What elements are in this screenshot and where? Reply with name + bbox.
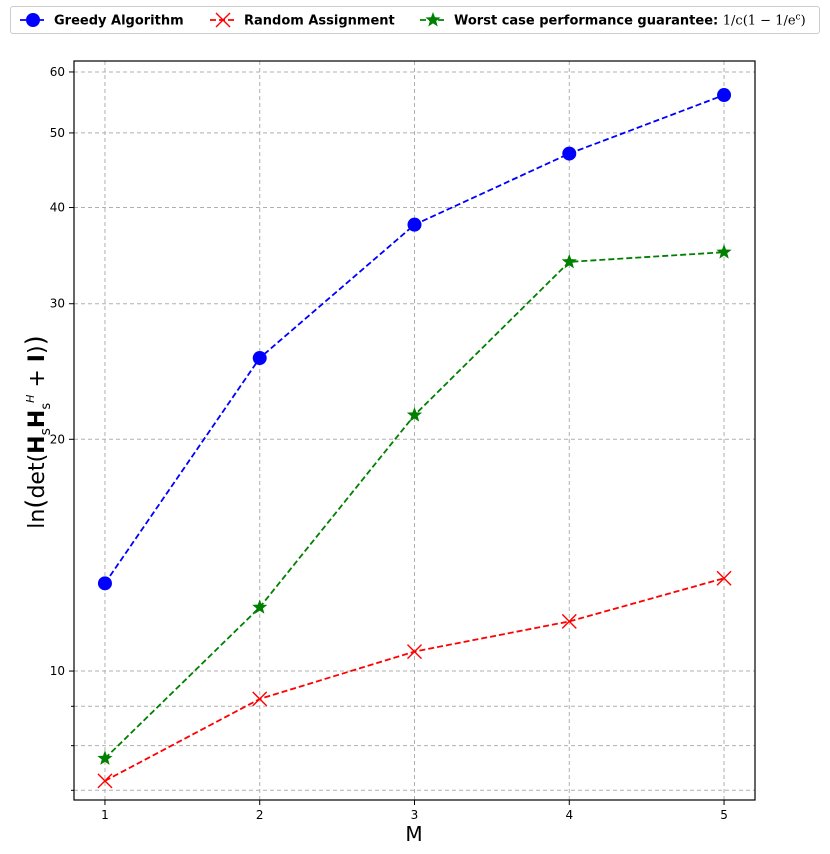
y-axis-label: ln(det(HsHsH + I)) bbox=[21, 335, 54, 529]
y-tick-label: 30 bbox=[50, 297, 65, 311]
y-tick-label: 40 bbox=[50, 201, 65, 215]
x-axis-label: M bbox=[405, 822, 422, 846]
legend-label: Greedy Algorithm bbox=[54, 14, 184, 29]
svg-text:ln(det(HsHsH + I)): ln(det(HsHsH + I)) bbox=[21, 335, 54, 529]
legend: Greedy Algorithm Random Assignment Worst c… bbox=[20, 12, 806, 29]
data-point bbox=[561, 613, 577, 629]
x-tick-label: 4 bbox=[565, 808, 573, 822]
series-group bbox=[97, 88, 732, 789]
legend-label: Worst case performance guarantee: 1/c(1 … bbox=[454, 13, 806, 29]
data-point bbox=[717, 88, 732, 103]
x-tick-label: 5 bbox=[720, 808, 728, 822]
series-2 bbox=[97, 244, 732, 765]
data-point bbox=[407, 644, 422, 660]
series-1 bbox=[97, 570, 732, 789]
x-tick-label: 1 bbox=[101, 808, 109, 822]
grid-lines bbox=[74, 61, 755, 800]
data-point bbox=[97, 750, 113, 765]
y-tick-label: 50 bbox=[50, 126, 65, 140]
data-point bbox=[407, 217, 422, 232]
data-point bbox=[425, 12, 441, 27]
data-point bbox=[716, 570, 732, 586]
y-tick-label: 10 bbox=[50, 664, 65, 678]
legend-entry-2: Worst case performance guarantee: 1/c(1 … bbox=[420, 12, 806, 29]
series-0 bbox=[97, 88, 732, 591]
data-point bbox=[716, 244, 732, 259]
legend-label: Random Assignment bbox=[244, 14, 395, 29]
data-point bbox=[561, 253, 577, 269]
x-tick-label: 2 bbox=[256, 808, 264, 822]
data-point bbox=[97, 576, 112, 591]
data-point bbox=[252, 351, 267, 366]
legend-entry-0: Greedy Algorithm bbox=[20, 13, 184, 29]
x-tick-label: 3 bbox=[411, 808, 419, 822]
ticks-group: 1 2 3 4 5 10 20 30 40 50 60 bbox=[50, 65, 728, 822]
data-point bbox=[215, 12, 231, 28]
data-point bbox=[252, 691, 268, 707]
legend-entry-1: Random Assignment bbox=[210, 12, 395, 29]
data-point bbox=[97, 773, 113, 789]
data-point bbox=[562, 146, 577, 161]
y-tick-label: 60 bbox=[50, 65, 65, 79]
data-point bbox=[406, 407, 423, 422]
data-point bbox=[252, 599, 268, 614]
y-tick-label: 20 bbox=[50, 432, 65, 446]
data-point bbox=[26, 13, 40, 27]
legend-box bbox=[10, 6, 820, 34]
